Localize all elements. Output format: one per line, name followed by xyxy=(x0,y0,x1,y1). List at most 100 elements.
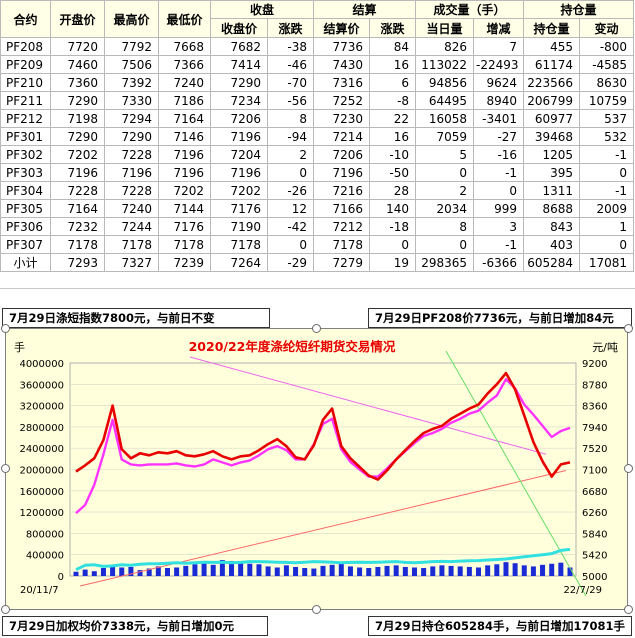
value-cell[interactable]: 8 xyxy=(415,217,475,236)
value-cell[interactable]: -3401 xyxy=(473,109,525,128)
resize-handle-top-left[interactable] xyxy=(1,324,10,333)
value-cell[interactable]: 8 xyxy=(266,109,315,128)
value-cell[interactable]: 532 xyxy=(579,127,635,146)
value-cell[interactable]: 7360 xyxy=(50,73,105,92)
value-cell[interactable]: 7290 xyxy=(50,91,105,110)
value-cell[interactable]: 10759 xyxy=(579,91,635,110)
contract-cell[interactable]: PF304 xyxy=(0,181,51,200)
header-cell[interactable]: 合约 xyxy=(0,0,51,38)
contract-cell[interactable]: PF211 xyxy=(0,91,51,110)
value-cell[interactable]: 7178 xyxy=(50,235,105,254)
value-cell[interactable]: 7240 xyxy=(158,73,211,92)
value-cell[interactable]: 206799 xyxy=(523,91,581,110)
value-cell[interactable]: 7206 xyxy=(313,145,371,164)
settle-group-header[interactable]: 结算 xyxy=(313,0,417,19)
value-cell[interactable]: -22493 xyxy=(473,55,525,74)
value-cell[interactable]: 843 xyxy=(523,217,581,236)
value-cell[interactable]: 7164 xyxy=(50,199,105,218)
header-cell[interactable]: 结算价 xyxy=(313,18,371,38)
value-cell[interactable]: 0 xyxy=(369,235,417,254)
value-cell[interactable]: 19 xyxy=(369,253,417,272)
value-cell[interactable]: 7214 xyxy=(313,127,371,146)
note-index-price[interactable]: 7月29日涤短指数7800元，与前日不变 xyxy=(2,308,270,328)
value-cell[interactable]: 7239 xyxy=(158,253,211,272)
value-cell[interactable]: 3 xyxy=(473,217,525,236)
value-cell[interactable]: 7228 xyxy=(104,181,159,200)
value-cell[interactable]: 395 xyxy=(523,163,581,182)
close-group-header[interactable]: 收盘 xyxy=(209,0,315,19)
value-cell[interactable]: 16 xyxy=(369,127,417,146)
value-cell[interactable]: -8 xyxy=(369,91,417,110)
value-cell[interactable]: 7228 xyxy=(50,181,105,200)
value-cell[interactable]: 7430 xyxy=(313,55,371,74)
value-cell[interactable]: -1 xyxy=(579,145,635,164)
value-cell[interactable]: 455 xyxy=(523,37,581,56)
value-cell[interactable]: 64495 xyxy=(415,91,475,110)
value-cell[interactable]: -16 xyxy=(473,145,525,164)
value-cell[interactable]: -70 xyxy=(266,73,315,92)
value-cell[interactable]: 7506 xyxy=(104,55,159,74)
value-cell[interactable]: 7059 xyxy=(415,127,475,146)
value-cell[interactable]: 7290 xyxy=(104,127,159,146)
value-cell[interactable]: 7202 xyxy=(210,181,268,200)
value-cell[interactable]: -1 xyxy=(473,163,525,182)
resize-handle-top-right[interactable] xyxy=(624,324,633,333)
value-cell[interactable]: 7196 xyxy=(50,163,105,182)
value-cell[interactable]: 7198 xyxy=(50,109,105,128)
resize-handle-bottom-left[interactable] xyxy=(1,605,10,614)
value-cell[interactable]: 0 xyxy=(473,181,525,200)
value-cell[interactable]: 7196 xyxy=(158,163,211,182)
resize-handle-middle-left[interactable] xyxy=(1,464,10,473)
value-cell[interactable]: 7316 xyxy=(313,73,371,92)
header-cell[interactable]: 收盘价 xyxy=(210,18,268,38)
value-cell[interactable]: 0 xyxy=(415,235,475,254)
value-cell[interactable]: -1 xyxy=(579,181,635,200)
header-cell[interactable]: 开盘价 xyxy=(50,0,105,38)
contract-cell[interactable]: PF209 xyxy=(0,55,51,74)
contract-cell[interactable]: PF306 xyxy=(0,217,51,236)
value-cell[interactable]: 7176 xyxy=(158,217,211,236)
value-cell[interactable]: 605284 xyxy=(523,253,581,272)
resize-handle-middle-right[interactable] xyxy=(624,464,633,473)
value-cell[interactable]: 5 xyxy=(415,145,475,164)
value-cell[interactable]: 298365 xyxy=(415,253,475,272)
value-cell[interactable]: 7178 xyxy=(104,235,159,254)
value-cell[interactable]: 7 xyxy=(473,37,525,56)
header-cell[interactable]: 涨跌 xyxy=(369,18,417,38)
value-cell[interactable]: -38 xyxy=(266,37,315,56)
value-cell[interactable]: -46 xyxy=(266,55,315,74)
value-cell[interactable]: 0 xyxy=(266,235,315,254)
value-cell[interactable]: 9624 xyxy=(473,73,525,92)
value-cell[interactable]: 7196 xyxy=(158,145,211,164)
value-cell[interactable]: 8688 xyxy=(523,199,581,218)
header-cell[interactable]: 增减 xyxy=(473,18,525,38)
value-cell[interactable]: 94856 xyxy=(415,73,475,92)
value-cell[interactable]: 7202 xyxy=(158,181,211,200)
value-cell[interactable]: 2034 xyxy=(415,199,475,218)
value-cell[interactable]: 1205 xyxy=(523,145,581,164)
value-cell[interactable]: 7244 xyxy=(104,217,159,236)
value-cell[interactable]: -29 xyxy=(266,253,315,272)
value-cell[interactable]: -800 xyxy=(579,37,635,56)
value-cell[interactable]: 7204 xyxy=(210,145,268,164)
contract-cell[interactable]: PF302 xyxy=(0,145,51,164)
value-cell[interactable]: 7232 xyxy=(50,217,105,236)
value-cell[interactable]: 7202 xyxy=(50,145,105,164)
contract-cell[interactable]: PF307 xyxy=(0,235,51,254)
value-cell[interactable]: 0 xyxy=(266,163,315,182)
header-cell[interactable]: 涨跌 xyxy=(266,18,315,38)
value-cell[interactable]: 17081 xyxy=(579,253,635,272)
value-cell[interactable]: 7196 xyxy=(210,163,268,182)
value-cell[interactable]: 7264 xyxy=(210,253,268,272)
value-cell[interactable]: 7166 xyxy=(313,199,371,218)
contract-cell[interactable]: PF212 xyxy=(0,109,51,128)
value-cell[interactable]: 7330 xyxy=(104,91,159,110)
value-cell[interactable]: -94 xyxy=(266,127,315,146)
value-cell[interactable]: 1311 xyxy=(523,181,581,200)
value-cell[interactable]: 7720 xyxy=(50,37,105,56)
value-cell[interactable]: 7294 xyxy=(104,109,159,128)
value-cell[interactable]: 16058 xyxy=(415,109,475,128)
resize-handle-bottom-right[interactable] xyxy=(624,605,633,614)
value-cell[interactable]: -27 xyxy=(473,127,525,146)
value-cell[interactable]: 7792 xyxy=(104,37,159,56)
